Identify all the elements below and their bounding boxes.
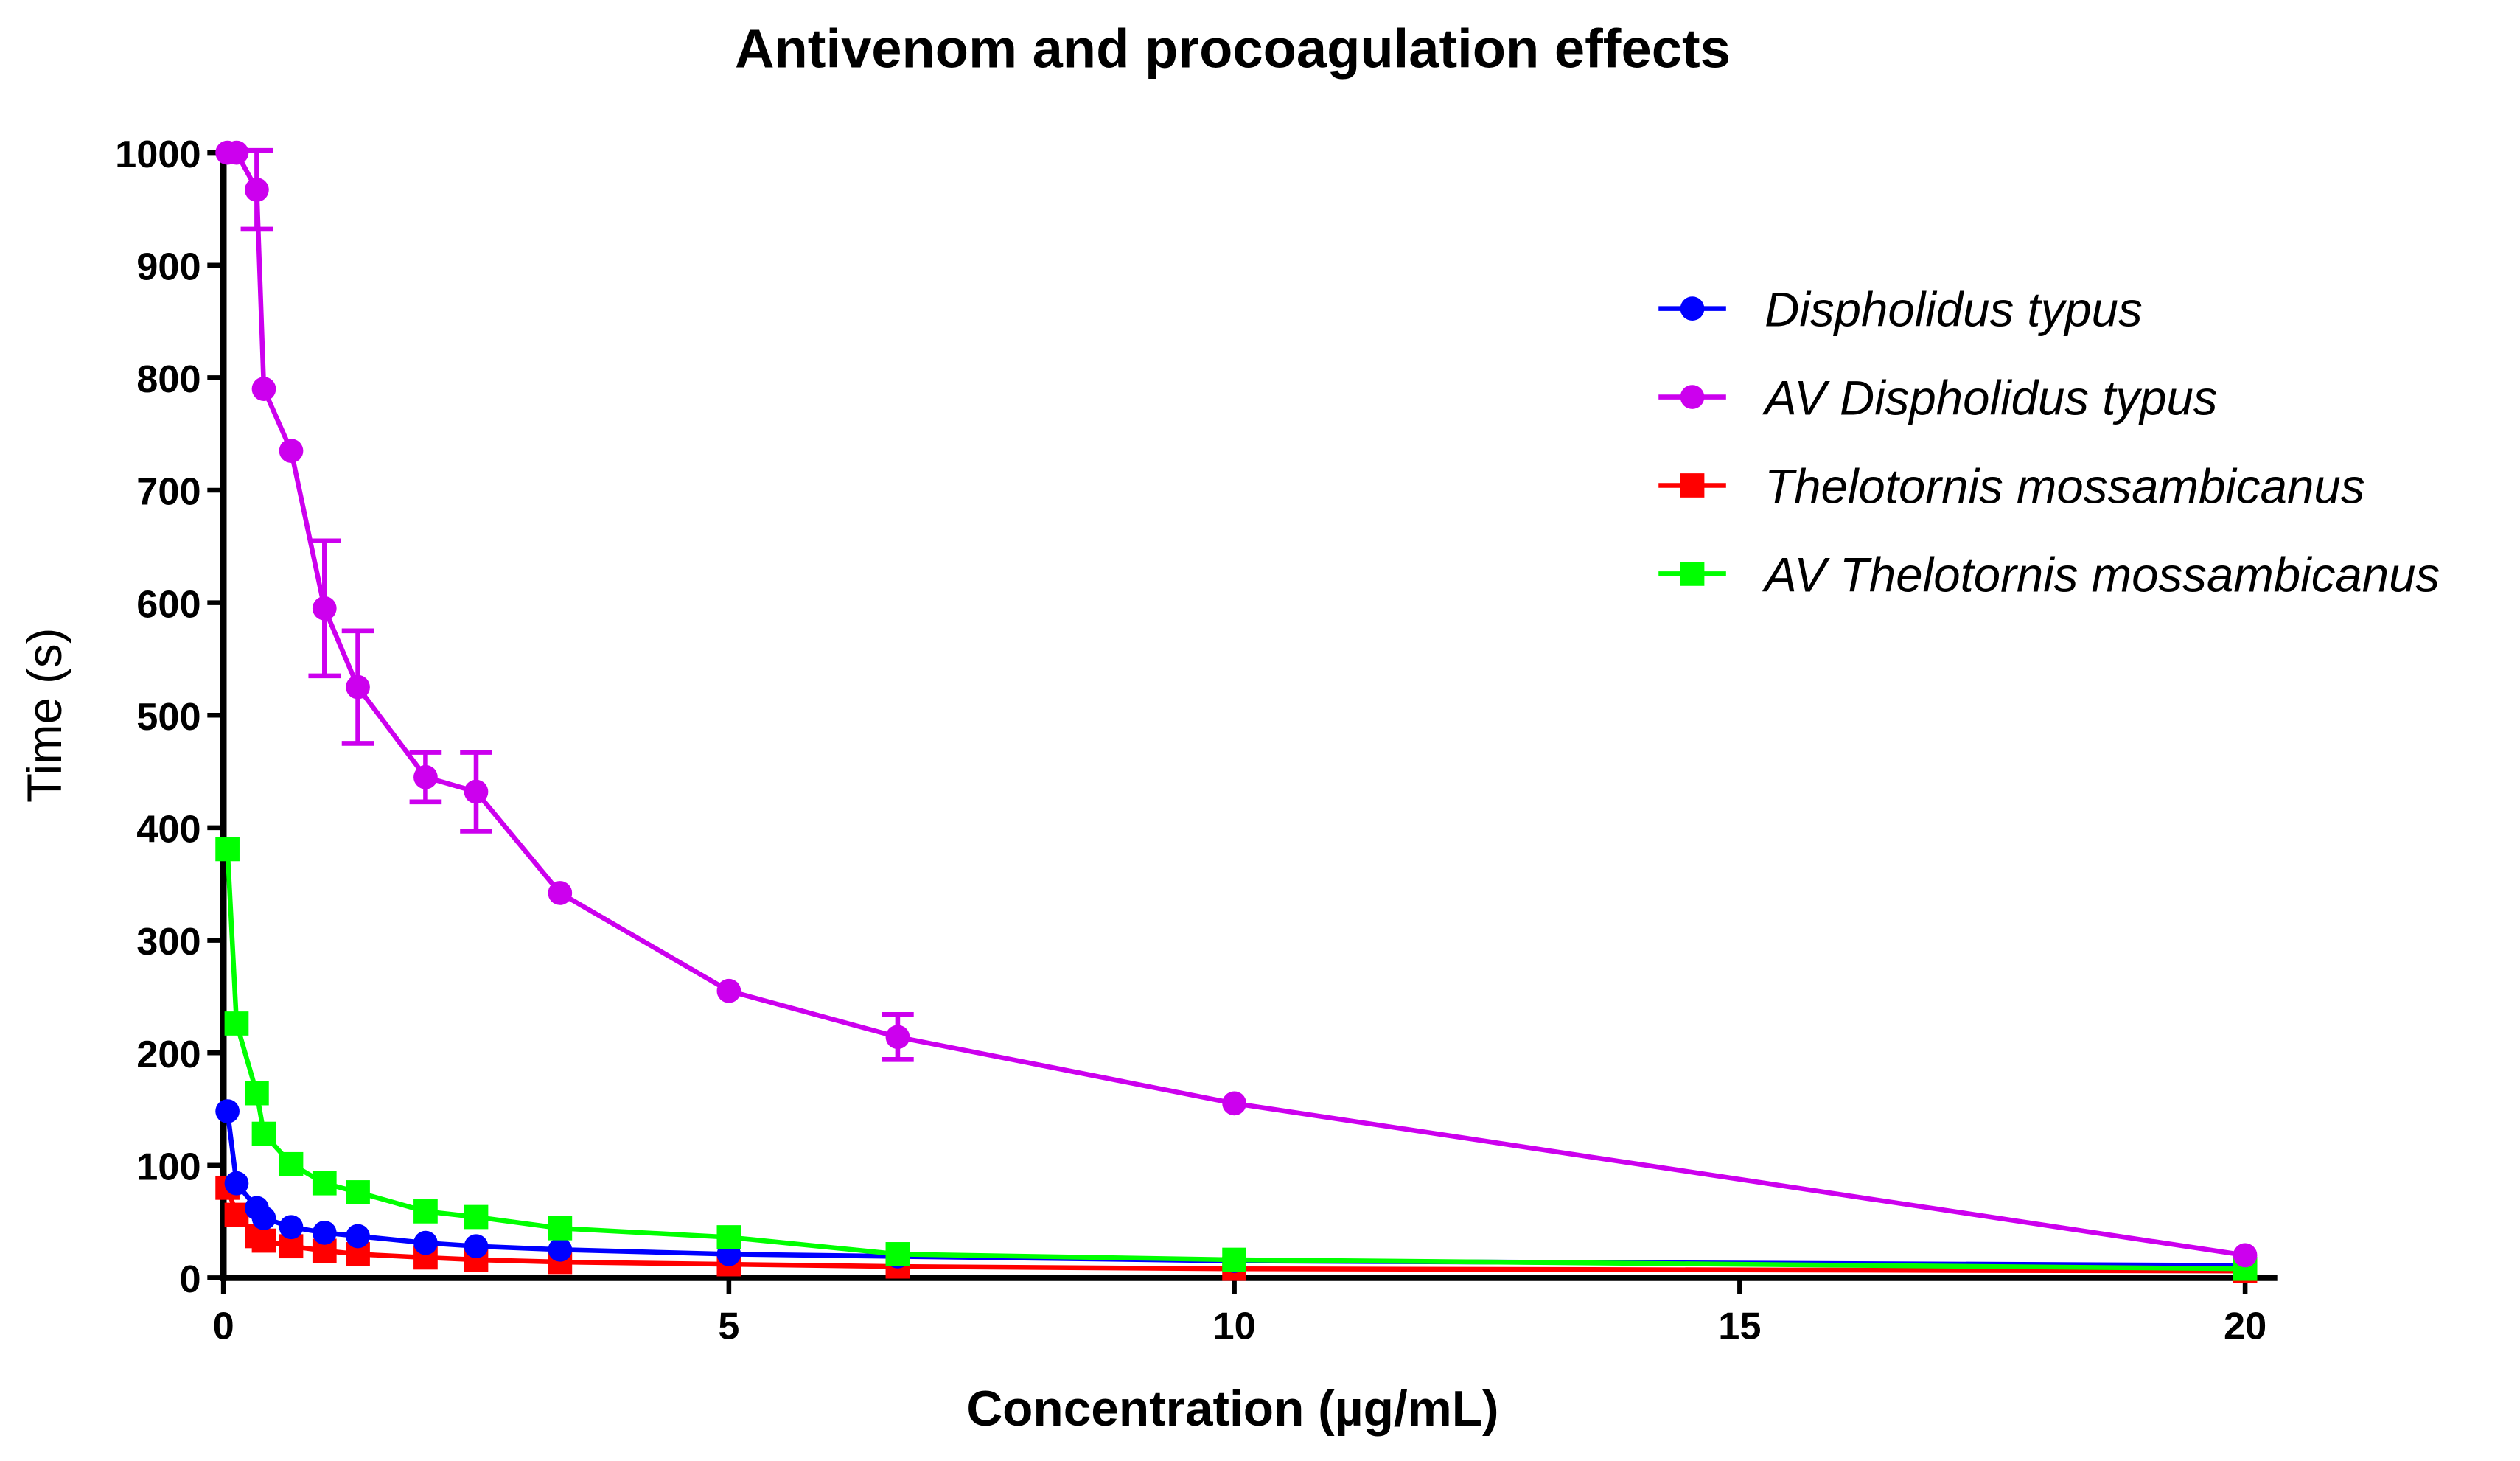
legend-marker	[1680, 385, 1705, 409]
data-point	[413, 1199, 438, 1224]
legend-label: Thelotornis mossambicanus	[1765, 459, 2364, 513]
data-point	[245, 1081, 269, 1106]
data-point	[251, 1206, 276, 1230]
x-tick-label: 15	[1718, 1305, 1761, 1347]
y-tick-label: 700	[136, 471, 200, 514]
y-tick-label: 500	[136, 696, 200, 739]
y-tick-label: 300	[136, 921, 200, 963]
data-point	[2233, 1243, 2258, 1268]
data-point	[312, 596, 337, 621]
legend-marker	[1680, 473, 1705, 498]
data-point	[312, 1171, 337, 1196]
plot-area	[215, 140, 2258, 1283]
data-point	[464, 1234, 489, 1259]
series-3	[215, 837, 2258, 1281]
y-tick-label: 200	[136, 1033, 200, 1076]
data-point	[885, 1242, 910, 1266]
data-point	[548, 881, 573, 905]
x-tick-label: 5	[718, 1305, 739, 1347]
data-point	[346, 1180, 370, 1204]
data-point	[312, 1221, 337, 1245]
legend-label: AV Thelotornis mossambicanus	[1762, 548, 2440, 602]
series-line	[225, 848, 2246, 1272]
data-point	[215, 1099, 240, 1123]
x-tick-label: 10	[1213, 1305, 1256, 1347]
data-point	[251, 377, 276, 402]
x-axis-label: Concentration (µg/mL)	[966, 1381, 1498, 1437]
data-point	[1222, 1247, 1246, 1272]
data-point	[464, 1204, 489, 1230]
y-tick-label: 1000	[115, 133, 200, 176]
axes: 0 100 200 300 400 500 600 700 800 900 1000 0 5 10 15 20	[115, 133, 2278, 1347]
series-line	[225, 1111, 2246, 1268]
legend-marker	[1680, 296, 1705, 321]
data-point	[224, 1171, 249, 1196]
legend-label: Dispholidus typus	[1765, 283, 2143, 337]
data-point	[413, 764, 438, 789]
y-tick-label: 100	[136, 1146, 200, 1188]
y-tick-label: 0	[179, 1258, 200, 1301]
data-point	[215, 837, 240, 862]
data-point	[224, 1011, 249, 1036]
data-point	[224, 140, 249, 165]
y-tick-label: 400	[136, 809, 200, 851]
data-point	[279, 439, 304, 463]
data-point	[885, 1025, 910, 1050]
data-point	[279, 1151, 304, 1176]
legend: Dispholidus typus AV Dispholidus typus The…	[1658, 283, 2440, 602]
y-tick-label: 900	[136, 245, 200, 288]
data-point	[251, 1228, 276, 1253]
legend-label: AV Dispholidus typus	[1762, 372, 2217, 425]
x-tick-label: 0	[213, 1305, 234, 1347]
y-tick-label: 600	[136, 583, 200, 626]
data-point	[548, 1237, 573, 1262]
data-point	[224, 1202, 249, 1227]
data-point	[251, 1121, 276, 1146]
data-point	[464, 779, 489, 804]
series-1	[215, 140, 2258, 1268]
data-point	[245, 178, 269, 202]
legend-entry: AV Dispholidus typus	[1658, 372, 2218, 425]
data-point	[413, 1230, 438, 1255]
legend-entry: AV Thelotornis mossambicanus	[1658, 548, 2440, 602]
data-point	[346, 1224, 370, 1249]
data-point	[548, 1216, 573, 1241]
legend-entry: Dispholidus typus	[1658, 283, 2143, 337]
y-tick-label: 800	[136, 358, 200, 401]
legend-entry: Thelotornis mossambicanus	[1658, 459, 2364, 513]
legend-marker	[1680, 562, 1705, 586]
data-point	[716, 1225, 741, 1249]
data-point	[1222, 1091, 1246, 1116]
data-point	[279, 1215, 304, 1240]
data-point	[716, 978, 741, 1003]
y-axis-label: Time (s)	[18, 628, 71, 803]
chart-title: Antivenom and procoagulation effects	[735, 18, 1731, 80]
data-point	[346, 674, 370, 700]
x-tick-label: 20	[2224, 1305, 2266, 1347]
